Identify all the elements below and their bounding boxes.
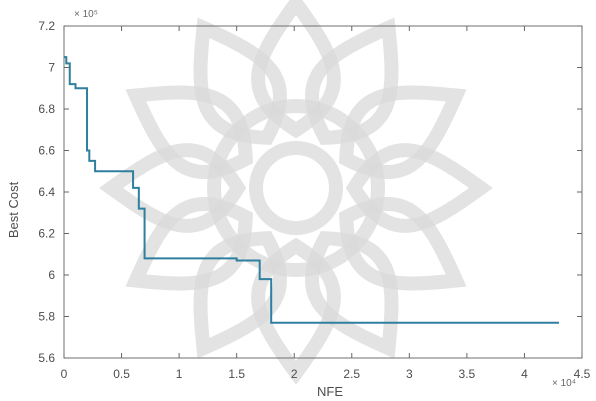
watermark-ornament xyxy=(99,0,493,385)
y-axis-multiplier: × 10⁵ xyxy=(74,9,98,20)
x-tick-label: 0.5 xyxy=(113,367,130,381)
watermark-petal-ring xyxy=(99,0,493,385)
y-axis: 5.6 5.8 6 6.2 6.4 6.6 6.8 7 7.2 xyxy=(38,19,582,365)
y-tick-label: 6.4 xyxy=(38,185,55,199)
y-tick-label: 6 xyxy=(48,268,55,282)
x-axis: 0 0.5 1 1.5 2 2.5 3 3.5 4 4.5 xyxy=(61,26,591,381)
x-tick-label: 3.5 xyxy=(459,367,476,381)
x-tick-label: 4.5 xyxy=(574,367,591,381)
series-line-best-cost xyxy=(64,56,559,324)
x-tick-label: 3 xyxy=(406,367,413,381)
y-tick-label: 5.6 xyxy=(38,351,55,365)
x-tick-label: 2.5 xyxy=(343,367,360,381)
x-axis-multiplier: × 10⁴ xyxy=(552,378,576,389)
y-tick-label: 6.6 xyxy=(38,144,55,158)
y-tick-label: 6.2 xyxy=(38,227,55,241)
x-tick-label: 4 xyxy=(521,367,528,381)
x-tick-label: 1 xyxy=(176,367,183,381)
watermark-outer-circle xyxy=(207,99,385,277)
x-tick-label: 0 xyxy=(61,367,68,381)
watermark-inner-circle xyxy=(249,141,343,235)
y-tick-label: 7 xyxy=(48,61,55,75)
y-tick-label: 7.2 xyxy=(38,19,55,33)
x-tick-label: 2 xyxy=(291,367,298,381)
y-tick-label: 5.8 xyxy=(38,310,55,324)
x-axis-label: NFE xyxy=(317,384,343,399)
y-axis-label: Best Cost xyxy=(6,181,21,238)
y-tick-label: 6.8 xyxy=(38,102,55,116)
x-tick-label: 1.5 xyxy=(228,367,245,381)
